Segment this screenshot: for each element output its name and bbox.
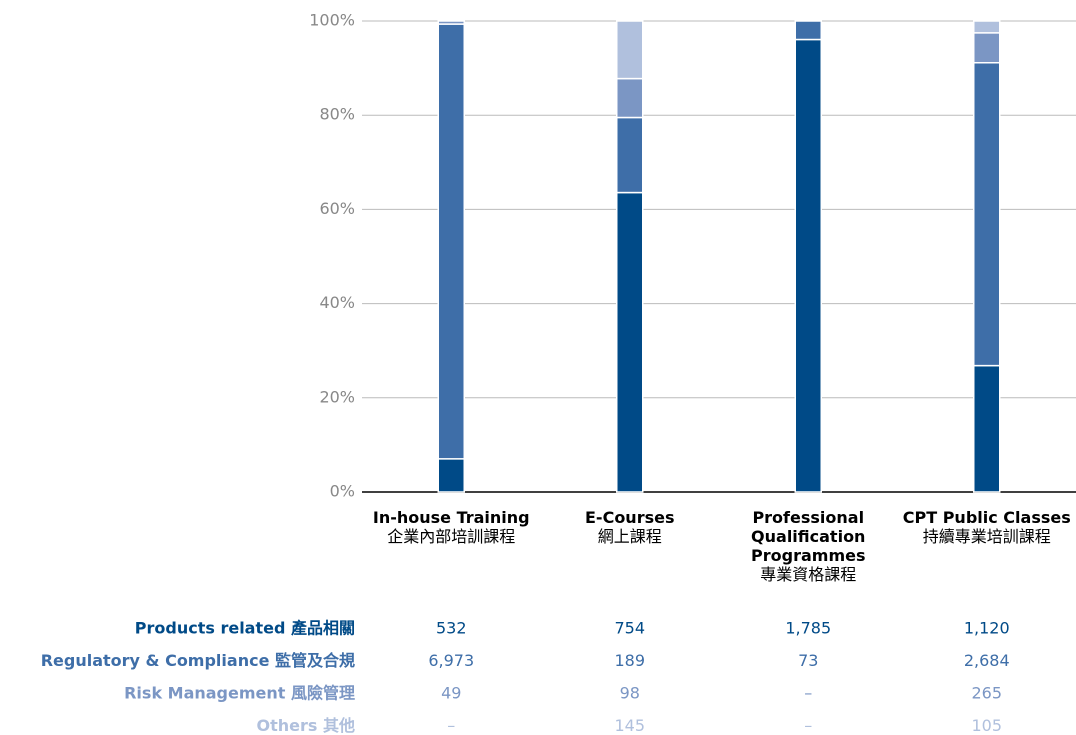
bar-segment	[973, 364, 1001, 493]
bar-segment	[437, 20, 465, 25]
table-value: –	[447, 716, 455, 735]
table-value: 145	[614, 716, 645, 735]
table-value: 2,684	[964, 651, 1010, 670]
y-tick-label: 0%	[330, 482, 355, 501]
bar-segment	[973, 32, 1001, 64]
x-tick-label: In-house Training 企業內部培訓課程	[366, 508, 536, 546]
table-value: –	[804, 716, 812, 735]
table-value: –	[804, 684, 812, 703]
bar-segment	[616, 20, 644, 80]
table-value: 105	[971, 716, 1002, 735]
table-value: 189	[614, 651, 645, 670]
category-en: Professional Qualification Programmes	[751, 508, 866, 565]
bar-segment	[437, 23, 465, 460]
category-zh: 網上課程	[597, 527, 662, 546]
bar-segment	[794, 20, 822, 41]
table-value: 1,120	[964, 619, 1010, 638]
bar-segment	[794, 38, 822, 493]
y-tick-label: 60%	[319, 199, 355, 218]
table-value: 532	[436, 619, 467, 638]
y-tick-label: 20%	[319, 387, 355, 406]
table-value: 265	[971, 684, 1002, 703]
table-value: 73	[798, 651, 818, 670]
legend-label: Others 其他	[257, 716, 355, 735]
category-zh: 企業內部培訓課程	[387, 527, 516, 546]
x-tick-label: E-Courses 網上課程	[545, 508, 715, 546]
y-tick-label: 80%	[319, 105, 355, 124]
y-tick-label: 100%	[309, 11, 355, 30]
bar-segment	[616, 191, 644, 493]
bar-segment	[616, 116, 644, 194]
legend-label: Regulatory & Compliance 監管及合規	[41, 651, 355, 670]
legend-label: Risk Management 風險管理	[124, 684, 355, 703]
legend-label: Products related 產品相關	[135, 619, 355, 638]
category-en: In-house Training	[372, 508, 530, 527]
x-tick-label: Professional Qualification Programmes 專業資…	[723, 508, 893, 584]
category-en: E-Courses	[585, 508, 675, 527]
bar-segment	[616, 77, 644, 119]
category-zh: 持續專業培訓課程	[922, 527, 1051, 546]
bar-segment	[437, 458, 465, 493]
category-zh: 專業資格課程	[760, 565, 857, 584]
x-tick-label: CPT Public Classes 持續專業培訓課程	[902, 508, 1072, 546]
bar-segment	[973, 62, 1001, 367]
category-en: CPT Public Classes	[902, 508, 1071, 527]
table-value: 49	[441, 684, 461, 703]
y-tick-label: 40%	[319, 293, 355, 312]
bar-segment	[973, 20, 1001, 34]
table-value: 754	[614, 619, 645, 638]
table-value: 1,785	[785, 619, 831, 638]
table-value: 98	[620, 684, 640, 703]
table-value: 6,973	[428, 651, 474, 670]
